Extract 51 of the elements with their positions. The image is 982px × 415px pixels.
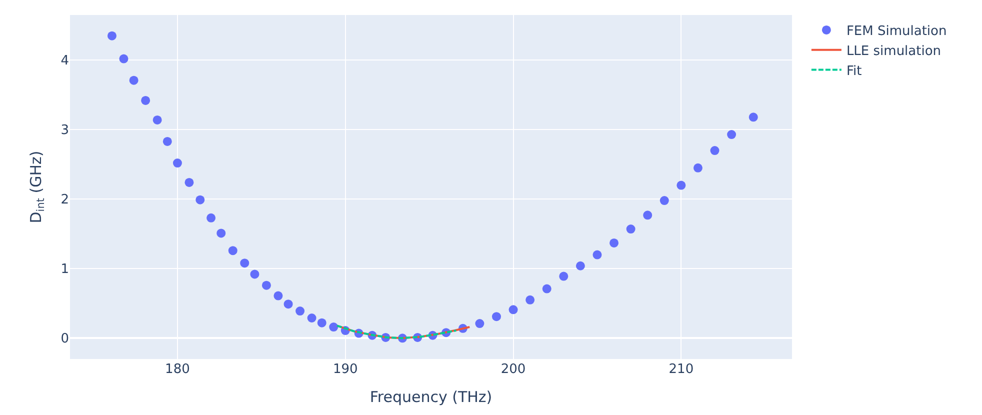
point [626,224,636,234]
y-tick-label: 4 [60,54,69,69]
point [162,136,172,146]
point [592,250,602,260]
point [206,213,216,222]
point [274,291,283,300]
point [152,115,162,124]
x-tick-label: 210 [668,362,694,377]
point [329,322,338,332]
point [643,210,652,220]
point [129,76,138,85]
point [576,261,585,270]
y-tick-label: 0 [60,332,69,347]
point [676,180,686,190]
point [710,146,720,156]
point [250,270,260,279]
point [196,195,205,204]
x-tick-label: 180 [165,362,190,377]
point [475,319,484,328]
point [559,272,568,281]
point [492,312,501,322]
legend-label: LLE simulation [846,44,942,59]
x-tick-label: 200 [500,362,526,377]
point [228,246,238,256]
legend-label: FEM Simulation [846,24,947,40]
point [216,228,226,238]
point [542,284,552,294]
point [693,163,702,172]
y-tick-label: 2 [60,192,69,208]
y-tick-label: 3 [60,123,69,138]
point [172,158,182,168]
point [526,295,535,304]
point [317,318,326,328]
point [508,305,518,314]
point [184,178,194,187]
point [307,314,316,322]
point [240,258,250,268]
point [284,300,293,309]
point [660,196,669,206]
point [610,238,619,248]
point [262,280,271,290]
legend-label: Fit [846,64,862,79]
point [141,96,150,105]
x-axis-title: Frequency (THz) [370,388,492,406]
point [107,31,116,40]
y-tick-label: 1 [60,262,69,278]
x-tick-label: 190 [332,362,358,377]
point [727,130,736,140]
point [296,306,305,316]
point [119,54,128,64]
point [748,112,758,122]
